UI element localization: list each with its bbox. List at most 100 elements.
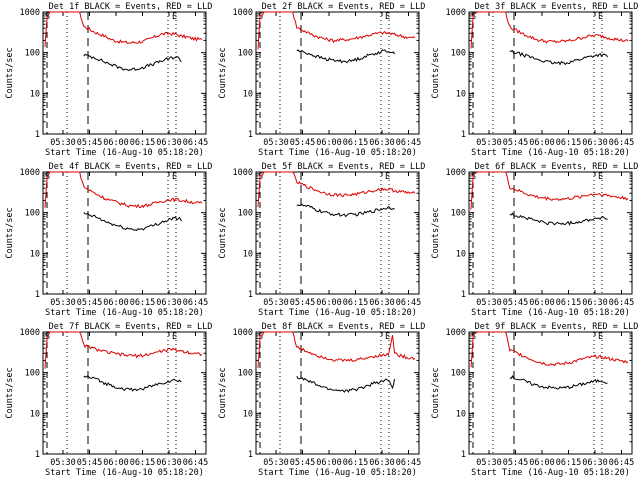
y-tick-label: 100: [451, 369, 466, 379]
x-axis-label: Start Time (16-Aug-10 05:18:20): [258, 308, 417, 318]
x-tick-label: 05:45: [503, 138, 529, 148]
x-tick-label: 06:30: [369, 138, 395, 148]
start-marker-s: S: [258, 172, 263, 182]
detector-panel-7f: Det 7f BLACK = Events, RED = LLD 1 10 100 10…: [5, 322, 212, 478]
x-tick-label: 06:00: [529, 298, 555, 308]
y-axis-label: Counts/sec: [431, 207, 441, 258]
x-tick-label: 06:15: [556, 138, 582, 148]
x-tick-label: 06:15: [556, 458, 582, 468]
x-tick-label: 06:30: [156, 298, 182, 308]
lld-series-line: [470, 171, 629, 210]
events-series-line: [83, 375, 182, 392]
panel-title: Det 3f BLACK = Events, RED = LLD: [475, 2, 639, 12]
start-marker-s: S: [471, 12, 476, 22]
x-tick-label: 06:45: [396, 138, 422, 148]
x-tick-label: 06:45: [396, 298, 422, 308]
x-tick-label: 06:30: [369, 298, 395, 308]
x-tick-label: 06:45: [183, 458, 209, 468]
y-tick-label: 1: [461, 130, 466, 140]
x-tick-label: 05:45: [290, 138, 316, 148]
y-tick-label: 1000: [20, 8, 40, 18]
x-tick-label: 05:30: [263, 458, 289, 468]
y-tick-label: 100: [451, 49, 466, 59]
y-tick-label: 1: [248, 130, 253, 140]
panel-title: Det 1f BLACK = Events, RED = LLD: [49, 2, 213, 12]
detector-panel-1f: Det 1f BLACK = Events, RED = LLD 1 10 100 10…: [5, 2, 212, 158]
y-tick-label: 100: [238, 369, 253, 379]
y-tick-label: 10: [456, 249, 466, 259]
start-marker-s: S: [471, 172, 476, 182]
x-tick-label: 06:00: [316, 458, 342, 468]
x-tick-label: 06:15: [130, 298, 156, 308]
events-series-line: [296, 375, 395, 393]
y-axis-label: Counts/sec: [431, 47, 441, 98]
x-tick-label: 05:45: [503, 458, 529, 468]
y-axis-label: Counts/sec: [218, 367, 228, 418]
lld-series-line: [470, 11, 629, 49]
x-tick-label: 05:45: [77, 298, 103, 308]
x-axis-label: Start Time (16-Aug-10 05:18:20): [471, 308, 630, 318]
x-tick-label: 06:00: [103, 298, 129, 308]
panel-title: Det 4f BLACK = Events, RED = LLD: [49, 162, 213, 172]
lld-series-line: [44, 171, 203, 209]
x-tick-label: 05:30: [263, 298, 289, 308]
y-tick-label: 10: [30, 89, 40, 99]
x-tick-label: 05:45: [77, 138, 103, 148]
y-axis-label: Counts/sec: [5, 47, 15, 98]
x-tick-label: 05:45: [503, 298, 529, 308]
end-marker-e: E: [598, 332, 603, 342]
y-tick-label: 100: [238, 49, 253, 59]
y-tick-label: 1000: [20, 168, 40, 178]
y-axis-label: Counts/sec: [5, 207, 15, 258]
y-tick-label: 1000: [233, 8, 253, 18]
plot-frame: [42, 331, 207, 455]
y-tick-label: 10: [243, 89, 253, 99]
x-tick-label: 06:45: [609, 458, 635, 468]
x-tick-label: 06:45: [609, 298, 635, 308]
panel-title: Det 6f BLACK = Events, RED = LLD: [475, 162, 639, 172]
detector-panel-5f: Det 5f BLACK = Events, RED = LLD 1 10 100 10…: [218, 162, 425, 318]
plot-frame: [468, 171, 633, 295]
y-tick-label: 100: [25, 49, 40, 59]
x-tick-label: 06:30: [582, 298, 608, 308]
events-series-line: [509, 374, 608, 390]
detector-panel-3f: Det 3f BLACK = Events, RED = LLD 1 10 100 10…: [431, 2, 638, 158]
y-axis-label: Counts/sec: [5, 367, 15, 418]
x-tick-label: 05:30: [50, 138, 76, 148]
detector-panel-9f: Det 9f BLACK = Events, RED = LLD 1 10 100 10…: [431, 322, 638, 478]
plot-frame: [255, 171, 420, 295]
x-axis-label: Start Time (16-Aug-10 05:18:20): [45, 468, 204, 478]
y-tick-label: 100: [238, 209, 253, 219]
x-axis-label: Start Time (16-Aug-10 05:18:20): [471, 468, 630, 478]
x-tick-label: 06:00: [529, 458, 555, 468]
y-tick-label: 10: [30, 409, 40, 419]
y-axis-label: Counts/sec: [218, 47, 228, 98]
x-tick-label: 06:45: [609, 138, 635, 148]
x-tick-label: 05:45: [290, 458, 316, 468]
x-tick-label: 05:45: [77, 458, 103, 468]
detector-panel-4f: Det 4f BLACK = Events, RED = LLD 1 10 100 10…: [5, 162, 212, 318]
events-series-line: [509, 49, 608, 66]
detector-panel-8f: Det 8f BLACK = Events, RED = LLD 1 10 100 10…: [218, 322, 425, 478]
x-tick-label: 06:30: [156, 458, 182, 468]
end-marker-e: E: [385, 332, 390, 342]
x-tick-label: 06:45: [396, 458, 422, 468]
y-tick-label: 10: [243, 249, 253, 259]
lld-series-line: [44, 331, 203, 369]
y-tick-label: 1: [35, 450, 40, 460]
panel-title: Det 2f BLACK = Events, RED = LLD: [262, 2, 426, 12]
y-tick-label: 1: [248, 450, 253, 460]
x-tick-label: 06:15: [130, 458, 156, 468]
x-tick-label: 06:45: [183, 138, 209, 148]
y-tick-label: 1000: [233, 168, 253, 178]
events-series-line: [509, 212, 608, 226]
start-marker-s: S: [258, 12, 263, 22]
x-tick-label: 05:30: [263, 138, 289, 148]
events-series-line: [296, 49, 395, 64]
end-marker-e: E: [172, 332, 177, 342]
x-tick-label: 06:30: [156, 138, 182, 148]
x-tick-label: 06:45: [183, 298, 209, 308]
x-axis-label: Start Time (16-Aug-10 05:18:20): [45, 148, 204, 158]
x-tick-label: 06:00: [103, 138, 129, 148]
x-tick-label: 06:15: [343, 298, 369, 308]
